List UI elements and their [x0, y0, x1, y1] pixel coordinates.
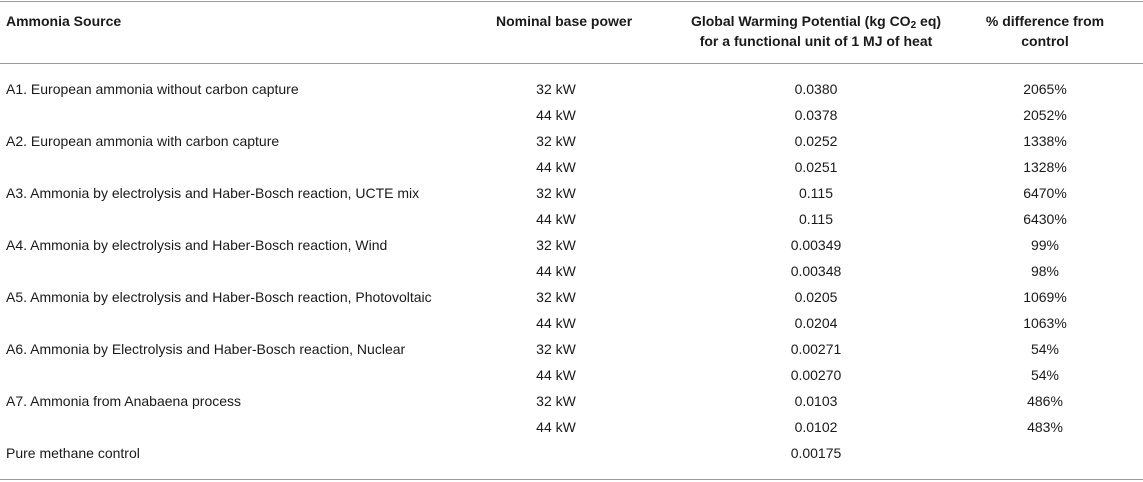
table-row: A3. Ammonia by electrolysis and Haber-Bo…	[0, 180, 1143, 206]
cell-gwp: 0.0204	[794, 315, 838, 331]
header-nominal-base-power: Nominal base power	[496, 13, 633, 29]
table-row: 44 kW 0.0378 2052%	[0, 102, 1143, 128]
cell-nominal-power: 44 kW	[536, 419, 576, 435]
cell-gwp: 0.00349	[790, 237, 842, 253]
table-row: 44 kW 0.0204 1063%	[0, 310, 1143, 336]
header-gwp-subscript: 2	[910, 20, 917, 31]
cell-percent-difference: 54%	[1030, 367, 1060, 383]
header-gwp-line1: Global Warming Potential (kg CO2 eq)	[646, 11, 986, 31]
cell-gwp: 0.115	[799, 211, 833, 227]
table-row: A5. Ammonia by electrolysis and Haber-Bo…	[0, 284, 1143, 310]
cell-percent-difference: 98%	[1030, 263, 1060, 279]
cell-gwp: 0.00270	[790, 367, 842, 383]
header-ammonia-source: Ammonia Source	[6, 13, 122, 29]
cell-percent-difference: 54%	[1030, 341, 1060, 357]
cell-nominal-power: 32 kW	[536, 81, 576, 97]
cell-percent-difference: 1338%	[1023, 133, 1067, 149]
cell-nominal-power: 44 kW	[536, 367, 576, 383]
cell-gwp: 0.00175	[790, 445, 842, 461]
cell-percent-difference: 1328%	[1023, 159, 1067, 175]
table-row: 44 kW 0.0251 1328%	[0, 154, 1143, 180]
table-row: A4. Ammonia by electrolysis and Haber-Bo…	[0, 232, 1143, 258]
table-top-rule	[0, 1, 1143, 2]
table-row: A2. European ammonia with carbon capture…	[0, 128, 1143, 154]
header-gwp-line1-post: eq)	[916, 13, 942, 29]
cell-nominal-power: 44 kW	[536, 159, 576, 175]
cell-percent-difference: 483%	[1027, 419, 1063, 435]
cell-nominal-power: 32 kW	[536, 237, 576, 253]
cell-ammonia-source: Pure methane control	[6, 445, 140, 461]
cell-ammonia-source: A7. Ammonia from Anabaena process	[6, 393, 242, 409]
cell-nominal-power: 32 kW	[536, 341, 576, 357]
cell-nominal-power: 32 kW	[536, 289, 576, 305]
table-row: A1. European ammonia without carbon capt…	[0, 76, 1143, 102]
cell-gwp: 0.0251	[794, 159, 838, 175]
cell-nominal-power: 44 kW	[536, 315, 576, 331]
cell-percent-difference: 2052%	[1023, 107, 1067, 123]
header-diff-line1: % difference from	[985, 13, 1105, 29]
table-header-rule	[0, 63, 1143, 64]
cell-percent-difference: 6470%	[1023, 185, 1067, 201]
cell-ammonia-source: A3. Ammonia by electrolysis and Haber-Bo…	[6, 185, 420, 201]
table-row: 44 kW 0.00348 98%	[0, 258, 1143, 284]
cell-nominal-power: 44 kW	[536, 107, 576, 123]
cell-ammonia-source: A1. European ammonia without carbon capt…	[6, 81, 299, 97]
cell-nominal-power: 32 kW	[536, 393, 576, 409]
table-row: A6. Ammonia by Electrolysis and Haber-Bo…	[0, 336, 1143, 362]
table-row: 44 kW 0.00270 54%	[0, 362, 1143, 388]
cell-ammonia-source: A2. European ammonia with carbon capture	[6, 133, 280, 149]
table-bottom-rule	[0, 479, 1143, 480]
cell-percent-difference: 486%	[1027, 393, 1063, 409]
cell-gwp: 0.00348	[790, 263, 842, 279]
cell-gwp: 0.0252	[794, 133, 838, 149]
cell-gwp: 0.0205	[794, 289, 838, 305]
table-row: 44 kW 0.0102 483%	[0, 414, 1143, 440]
cell-nominal-power: 44 kW	[536, 211, 576, 227]
cell-gwp: 0.115	[799, 185, 833, 201]
cell-gwp: 0.0102	[794, 419, 838, 435]
table-body: A1. European ammonia without carbon capt…	[0, 76, 1143, 466]
header-gwp-line1-pre: Global Warming Potential (kg CO	[690, 13, 911, 29]
header-percent-difference: % difference from control	[985, 11, 1105, 51]
cell-gwp: 0.0380	[794, 81, 838, 97]
table-header: Ammonia Source Nominal base power Global…	[0, 0, 1143, 63]
table-row: Pure methane control 0.00175	[0, 440, 1143, 466]
cell-ammonia-source: A4. Ammonia by electrolysis and Haber-Bo…	[6, 237, 388, 253]
header-diff-line2: control	[1021, 33, 1069, 49]
cell-gwp: 0.0378	[794, 107, 838, 123]
header-global-warming-potential: Global Warming Potential (kg CO2 eq) for…	[646, 11, 986, 51]
cell-percent-difference: 99%	[1030, 237, 1060, 253]
cell-percent-difference: 6430%	[1023, 211, 1067, 227]
cell-percent-difference: 1069%	[1023, 289, 1067, 305]
cell-nominal-power: 44 kW	[536, 263, 576, 279]
cell-nominal-power: 32 kW	[536, 185, 576, 201]
header-gwp-line2: for a functional unit of 1 MJ of heat	[699, 33, 933, 49]
cell-nominal-power: 32 kW	[536, 133, 576, 149]
cell-gwp: 0.0103	[794, 393, 838, 409]
cell-gwp: 0.00271	[790, 341, 842, 357]
table-row: A7. Ammonia from Anabaena process 32 kW …	[0, 388, 1143, 414]
cell-ammonia-source: A6. Ammonia by Electrolysis and Haber-Bo…	[6, 341, 406, 357]
cell-percent-difference: 1063%	[1023, 315, 1067, 331]
table-row: 44 kW 0.115 6430%	[0, 206, 1143, 232]
cell-percent-difference: 2065%	[1023, 81, 1067, 97]
cell-ammonia-source: A5. Ammonia by electrolysis and Haber-Bo…	[6, 289, 432, 305]
